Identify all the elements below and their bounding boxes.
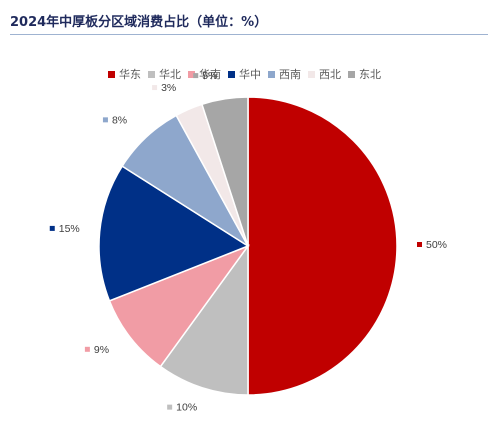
- chart-title: 2024年中厚板分区域消费占比（单位：%）: [10, 15, 268, 30]
- legend-swatch: [348, 70, 355, 78]
- legend-swatch: [108, 70, 115, 78]
- legend-swatch: [268, 70, 275, 78]
- data-label-group: 9%: [84, 344, 109, 356]
- legend-item: 华东: [108, 66, 141, 82]
- data-label: 3%: [161, 82, 176, 94]
- legend-label: 西北: [319, 68, 341, 81]
- pie-slice: [247, 96, 398, 396]
- legend-swatch: [308, 70, 315, 78]
- legend-item: 华南: [188, 66, 221, 82]
- pie-slice: [201, 96, 249, 247]
- legend-item: 华北: [148, 66, 181, 82]
- legend-label: 华北: [159, 68, 181, 81]
- data-label-marker: [167, 404, 173, 410]
- legend-label: 西南: [279, 68, 301, 81]
- title-divider: [10, 34, 488, 35]
- chart-legend: 华东 华北 华南 华中 西南 西北 东北: [108, 66, 388, 82]
- legend-item: 华中: [228, 66, 261, 82]
- data-label: 10%: [176, 402, 197, 414]
- legend-label: 东北: [359, 68, 381, 81]
- data-label-marker: [152, 85, 158, 91]
- legend-item: 西北: [308, 66, 341, 82]
- legend-label: 华南: [199, 68, 221, 81]
- data-label-group: 15%: [49, 223, 80, 235]
- data-label-marker: [102, 117, 108, 123]
- data-label-marker: [417, 242, 422, 247]
- data-label: 50%: [426, 239, 447, 251]
- data-label-marker: [193, 73, 199, 79]
- data-label-marker: [49, 225, 55, 231]
- data-label-group: 3%: [152, 82, 176, 94]
- data-label-group: 5%: [193, 70, 217, 82]
- pie-slice: [98, 165, 250, 302]
- data-label: 9%: [94, 344, 109, 356]
- legend-item: 东北: [348, 66, 381, 82]
- pie-slice: [159, 243, 249, 396]
- data-label-group: 50%: [417, 239, 447, 251]
- legend-swatch: [188, 70, 195, 78]
- legend-label: 华中: [239, 68, 261, 81]
- data-label: 8%: [112, 114, 127, 126]
- legend-item: 西南: [268, 66, 301, 82]
- pie-slice: [108, 244, 251, 368]
- title-bar: 2024年中厚板分区域消费占比（单位：%）: [10, 6, 490, 36]
- data-label: 15%: [59, 223, 80, 235]
- data-label-group: 10%: [167, 402, 197, 414]
- data-label-marker: [84, 346, 90, 352]
- data-label-group: 8%: [102, 114, 127, 126]
- legend-swatch: [148, 70, 155, 78]
- legend-swatch: [228, 70, 235, 78]
- data-label: 5%: [202, 70, 217, 82]
- legend-label: 华东: [119, 68, 141, 81]
